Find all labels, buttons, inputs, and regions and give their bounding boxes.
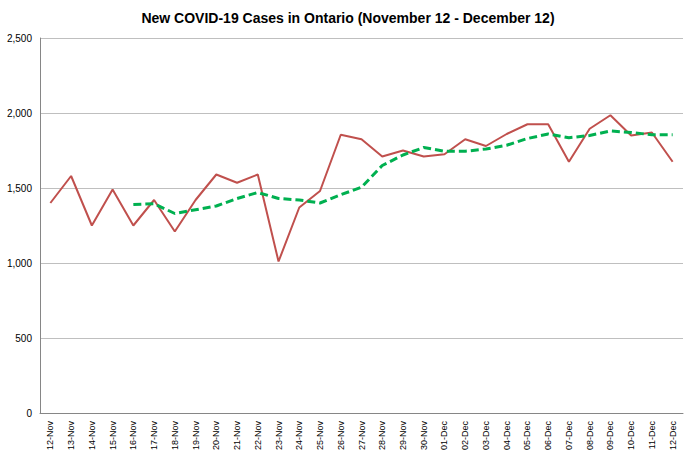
svg-text:30-Nov: 30-Nov [419, 421, 429, 451]
svg-text:04-Dec: 04-Dec [502, 421, 512, 451]
svg-text:06-Dec: 06-Dec [543, 421, 553, 451]
svg-text:12-Nov: 12-Nov [45, 421, 55, 451]
svg-text:11-Dec: 11-Dec [647, 421, 657, 450]
svg-text:17-Nov: 17-Nov [149, 421, 159, 451]
svg-text:1,500: 1,500 [7, 183, 32, 194]
svg-text:03-Dec: 03-Dec [481, 421, 491, 451]
svg-text:15-Nov: 15-Nov [108, 421, 118, 451]
svg-text:500: 500 [15, 333, 32, 344]
svg-text:26-Nov: 26-Nov [336, 421, 346, 451]
svg-text:2,000: 2,000 [7, 108, 32, 119]
svg-text:24-Nov: 24-Nov [294, 421, 304, 451]
svg-text:23-Nov: 23-Nov [274, 421, 284, 451]
svg-text:01-Dec: 01-Dec [439, 421, 449, 451]
svg-text:07-Dec: 07-Dec [564, 421, 574, 451]
svg-text:25-Nov: 25-Nov [315, 421, 325, 451]
svg-text:18-Nov: 18-Nov [170, 421, 180, 451]
svg-text:0: 0 [26, 408, 32, 419]
svg-text:16-Nov: 16-Nov [128, 421, 138, 451]
svg-text:05-Dec: 05-Dec [522, 421, 532, 451]
svg-text:08-Dec: 08-Dec [585, 421, 595, 451]
svg-text:02-Dec: 02-Dec [460, 421, 470, 451]
svg-text:12-Dec: 12-Dec [668, 421, 678, 451]
svg-text:20-Nov: 20-Nov [211, 421, 221, 451]
svg-text:29-Nov: 29-Nov [398, 421, 408, 451]
svg-text:2,500: 2,500 [7, 33, 32, 44]
svg-text:09-Dec: 09-Dec [605, 421, 615, 451]
svg-text:New COVID-19 Cases in Ontario: New COVID-19 Cases in Ontario (November … [141, 10, 554, 26]
svg-text:27-Nov: 27-Nov [357, 421, 367, 451]
svg-text:1,000: 1,000 [7, 258, 32, 269]
svg-text:14-Nov: 14-Nov [87, 421, 97, 451]
svg-text:10-Dec: 10-Dec [626, 421, 636, 451]
svg-text:13-Nov: 13-Nov [66, 421, 76, 451]
svg-text:21-Nov: 21-Nov [232, 421, 242, 451]
svg-text:28-Nov: 28-Nov [377, 421, 387, 451]
svg-text:19-Nov: 19-Nov [191, 421, 201, 451]
svg-text:22-Nov: 22-Nov [253, 421, 263, 451]
